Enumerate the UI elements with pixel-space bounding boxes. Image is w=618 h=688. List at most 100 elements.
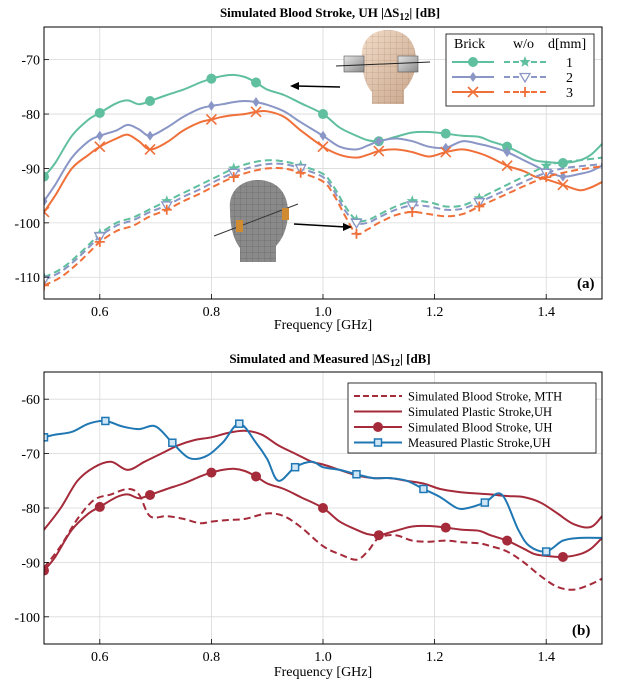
x-tick-label: 0.6: [91, 650, 109, 665]
series-marker: [168, 438, 177, 447]
series-marker: [557, 179, 569, 191]
series-marker: [473, 192, 485, 204]
series-0-4: [44, 162, 602, 287]
series-marker: [252, 97, 260, 108]
legend-marker: [373, 438, 383, 447]
series-marker: [480, 498, 490, 507]
series-marker: [161, 195, 173, 206]
series-marker: [540, 159, 552, 171]
series-line: [44, 156, 602, 279]
y-tick-label: -100: [14, 217, 40, 232]
series-marker: [290, 462, 300, 472]
x-tick-label: 1.4: [537, 650, 555, 665]
series-marker: [144, 143, 156, 155]
series-marker: [373, 145, 385, 157]
chart-panel-b: Simulated and Measured |ΔS12| [dB] 0.6 0.…: [14, 351, 603, 680]
series-line: [44, 419, 602, 553]
y-tick-label: -60: [21, 393, 40, 408]
series-marker: [235, 419, 244, 428]
series-marker: [440, 522, 451, 533]
series-1-3: [44, 416, 602, 556]
chart-title-a: Simulated Blood Stroke, UH |ΔS12| [dB]: [220, 5, 440, 23]
series-line: [44, 73, 602, 178]
series-marker: [94, 107, 105, 118]
series-marker: [250, 106, 262, 118]
legend-marker: [373, 422, 383, 432]
series-1-1: [44, 429, 602, 531]
series-marker: [206, 467, 217, 478]
series-marker: [373, 530, 384, 541]
legend-label: Simulated Blood Stroke, UH: [408, 421, 552, 435]
series-marker: [44, 171, 49, 182]
panel-label-a: (a): [577, 276, 595, 292]
legend-marker: [468, 57, 478, 67]
legend-label: Simulated Plastic Stroke,UH: [408, 405, 552, 419]
series-marker: [94, 236, 105, 247]
series-marker: [145, 489, 156, 500]
series-marker: [350, 218, 363, 230]
series-line: [44, 99, 602, 202]
legend-marker: [469, 72, 477, 82]
series-marker: [251, 471, 262, 482]
legend-label: Measured Plastic Stroke,UH: [408, 436, 551, 450]
series-marker: [101, 416, 110, 426]
series-marker: [440, 128, 451, 139]
x-tick-label: 0.6: [91, 305, 109, 320]
legend-marker: [518, 72, 532, 84]
series-marker: [44, 206, 50, 218]
arrow-icon: [293, 223, 352, 231]
series-marker: [44, 433, 49, 442]
series-marker: [146, 130, 154, 141]
series-line: [44, 165, 602, 287]
series-line: [44, 429, 602, 531]
legend-label: 3: [566, 86, 573, 101]
series-marker: [94, 141, 106, 153]
series-1-2: [44, 467, 602, 576]
series-marker: [96, 130, 104, 141]
y-tick-label: -90: [21, 556, 40, 571]
series-marker: [318, 503, 328, 513]
series-marker: [474, 201, 485, 212]
series-0-2: [44, 106, 602, 218]
series-marker: [440, 146, 452, 158]
series-marker: [205, 113, 217, 126]
series-marker: [407, 206, 418, 217]
x-tick-label: 1.0: [314, 305, 332, 320]
series-marker: [206, 73, 217, 84]
series-marker: [318, 109, 328, 120]
series-0-0: [44, 73, 602, 182]
y-tick-label: -70: [21, 448, 40, 463]
series-marker: [375, 136, 383, 147]
series-1-0: [44, 487, 602, 591]
x-axis-label-a: Frequency [GHz]: [274, 318, 372, 333]
y-tick-label: -80: [21, 108, 40, 123]
head-with-bricks-illustration: [335, 30, 431, 104]
series-marker: [557, 158, 568, 168]
y-tick-label: -70: [21, 54, 40, 69]
series-marker: [319, 130, 327, 141]
series-marker: [352, 470, 361, 479]
legend-header-d: d[mm]: [548, 37, 586, 52]
series-marker: [94, 501, 105, 512]
series-marker: [207, 100, 215, 111]
head-without-bricks-illustration: [213, 180, 299, 262]
y-tick-label: -80: [21, 502, 40, 517]
series-marker: [44, 565, 49, 576]
series-line: [44, 467, 602, 572]
series-line: [44, 109, 602, 213]
series-marker: [145, 95, 156, 106]
series-0-5: [44, 165, 602, 291]
series-0-1: [44, 97, 602, 207]
series-marker: [351, 228, 362, 239]
series-marker: [419, 484, 428, 494]
x-tick-label: 1.2: [426, 650, 444, 665]
x-tick-label: 1.0: [314, 650, 332, 665]
series-marker: [557, 551, 568, 562]
legend-a: Brick w/o d[mm] 123: [445, 33, 595, 107]
series-marker: [501, 160, 513, 172]
panel-label-b: (b): [572, 623, 590, 639]
series-marker: [317, 141, 329, 153]
x-tick-label: 1.2: [426, 305, 444, 320]
